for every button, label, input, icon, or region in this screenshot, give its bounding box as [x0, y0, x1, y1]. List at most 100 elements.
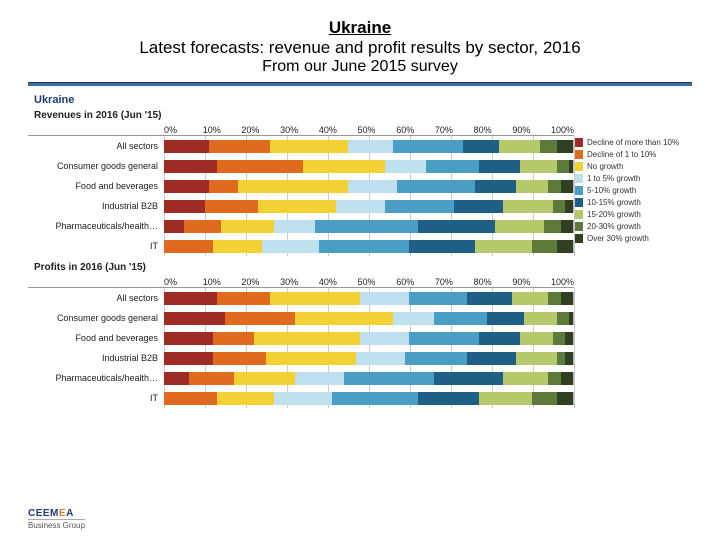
chart-row: Consumer goods general — [28, 156, 574, 176]
bar-segment — [557, 352, 565, 365]
bar-segment — [503, 200, 552, 213]
bar-segment — [274, 220, 315, 233]
logo-text-c: A — [66, 508, 74, 519]
bar-segment — [397, 180, 475, 193]
bar-segment — [164, 292, 217, 305]
legend-swatch — [574, 186, 583, 195]
bar-segment — [553, 332, 565, 345]
bar-segment — [561, 180, 573, 193]
revenues-rows: All sectorsConsumer goods generalFood an… — [28, 135, 574, 256]
slide: Ukraine Latest forecasts: revenue and pr… — [0, 0, 720, 540]
bar-segment — [548, 292, 560, 305]
stacked-bar — [164, 332, 574, 345]
bar-segment — [475, 240, 532, 253]
legend-label: 20-30% growth — [587, 222, 641, 231]
bar-segment — [561, 292, 573, 305]
axis-tick: 10% — [203, 125, 242, 135]
chart-row: Pharmaceuticals/health… — [28, 216, 574, 236]
axis-tick: 0% — [164, 277, 203, 287]
legend-item: No growth — [574, 162, 692, 171]
bar-segment — [164, 160, 217, 173]
stacked-bar — [164, 180, 574, 193]
stacked-bar — [164, 160, 574, 173]
bar-segment — [532, 392, 557, 405]
bar-segment — [418, 220, 496, 233]
bar-segment — [557, 240, 573, 253]
bar-segment — [164, 180, 209, 193]
axis-tick: 100% — [551, 125, 574, 135]
row-label: IT — [28, 393, 164, 403]
row-label: All sectors — [28, 293, 164, 303]
bar-segment — [164, 240, 213, 253]
legend-label: 10-15% growth — [587, 198, 641, 207]
bar-segment — [360, 332, 409, 345]
bar-segment — [524, 312, 557, 325]
bar-segment — [405, 352, 466, 365]
chart-row: Food and beverages — [28, 328, 574, 348]
bar-segment — [544, 220, 560, 233]
bar-segment — [221, 220, 274, 233]
logo: CEEMEA Business Group — [28, 508, 85, 530]
chart-row: All sectors — [28, 136, 574, 156]
bar-segment — [164, 392, 217, 405]
bar-segment — [238, 180, 348, 193]
bar-segment — [348, 180, 397, 193]
bar-segment — [348, 140, 393, 153]
bar-segment — [409, 240, 474, 253]
bar-segment — [561, 372, 573, 385]
title-sub1: Latest forecasts: revenue and profit res… — [28, 38, 692, 58]
bar-segment — [532, 240, 557, 253]
axis-tick: 50% — [358, 125, 397, 135]
revenues-section: Revenues in 2016 (Jun '15) 0%10%20%30%40… — [28, 110, 574, 256]
divider-rule — [28, 82, 692, 86]
bar-segment — [475, 180, 516, 193]
legend-label: 5-10% growth — [587, 186, 636, 195]
row-label: Pharmaceuticals/health… — [28, 221, 164, 231]
stacked-bar — [164, 392, 574, 405]
bar-segment — [270, 292, 360, 305]
chart-row: Industrial B2B — [28, 196, 574, 216]
legend-item: Over 30% growth — [574, 234, 692, 243]
bar-segment — [520, 332, 553, 345]
bar-segment — [516, 352, 557, 365]
title-sub2: From our June 2015 survey — [28, 58, 692, 76]
logo-text-a: CEEM — [28, 508, 59, 519]
bar-segment — [467, 292, 512, 305]
revenues-axis: 0%10%20%30%40%50%60%70%80%90%100% — [164, 125, 574, 135]
legend-swatch — [574, 198, 583, 207]
row-label: Industrial B2B — [28, 353, 164, 363]
axis-tick: 30% — [280, 277, 319, 287]
axis-tick: 80% — [474, 277, 513, 287]
bar-segment — [332, 392, 418, 405]
chart-row: Pharmaceuticals/health… — [28, 368, 574, 388]
bar-segment — [557, 160, 569, 173]
stacked-bar — [164, 200, 574, 213]
bar-segment — [569, 160, 573, 173]
bar-segment — [164, 200, 205, 213]
axis-tick: 60% — [396, 277, 435, 287]
bar-segment — [205, 200, 258, 213]
bar-segment — [434, 372, 504, 385]
bar-segment — [385, 200, 455, 213]
bar-segment — [270, 140, 348, 153]
chart-plot: Revenues in 2016 (Jun '15) 0%10%20%30%40… — [28, 108, 574, 408]
axis-tick: 60% — [396, 125, 435, 135]
bar-segment — [409, 332, 479, 345]
legend-swatch — [574, 234, 583, 243]
legend-swatch — [574, 162, 583, 171]
legend: Decline of more than 10%Decline of 1 to … — [574, 108, 692, 408]
bar-segment — [274, 392, 331, 405]
chart-row: IT — [28, 236, 574, 256]
bar-segment — [164, 332, 213, 345]
axis-tick: 40% — [319, 125, 358, 135]
bar-segment — [463, 140, 500, 153]
row-label: Industrial B2B — [28, 201, 164, 211]
bar-segment — [409, 292, 466, 305]
bar-segment — [561, 220, 573, 233]
bar-segment — [213, 332, 254, 345]
profits-rows: All sectorsConsumer goods generalFood an… — [28, 287, 574, 408]
legend-item: 20-30% growth — [574, 222, 692, 231]
logo-line1: CEEMEA — [28, 508, 85, 519]
bar-segment — [217, 292, 270, 305]
axis-tick: 30% — [280, 125, 319, 135]
